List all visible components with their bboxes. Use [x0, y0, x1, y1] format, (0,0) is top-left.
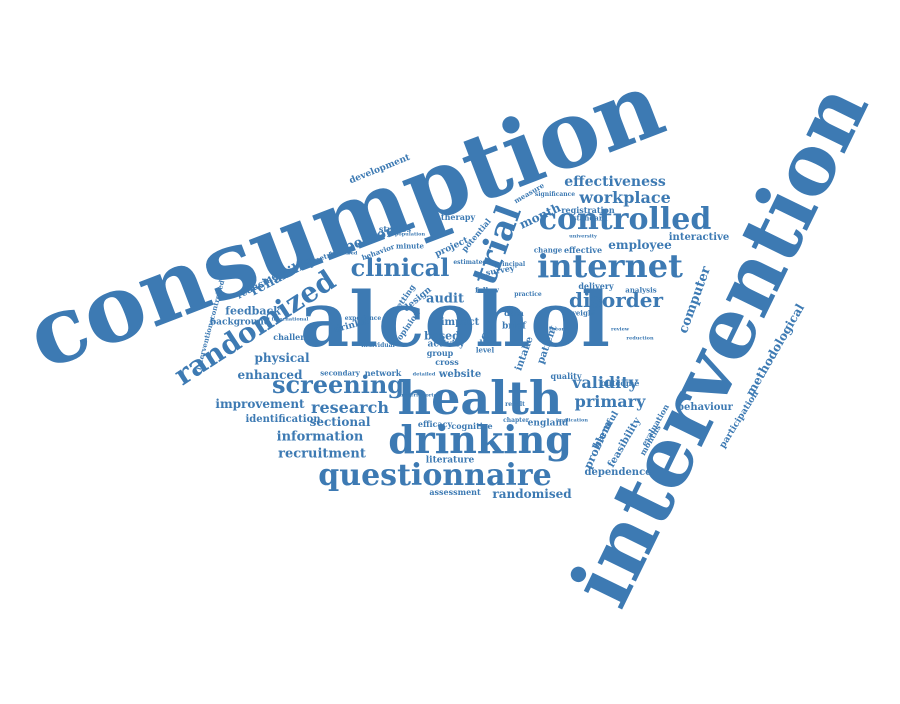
word-experience: experience [344, 315, 382, 322]
word-reduction: reduction [626, 335, 654, 342]
word-literature: literature [425, 455, 475, 466]
word-line: line [479, 338, 497, 348]
word-therapy: therapy [440, 212, 476, 222]
word-activity: activity [427, 339, 465, 350]
word-effectiveness: effectiveness [564, 174, 666, 190]
word-enhanced: enhanced [237, 368, 303, 382]
word-chapter: chapter [503, 417, 529, 424]
word-effective: effective [563, 245, 603, 255]
word-significance: significance [534, 191, 576, 198]
word-validity: validity [572, 373, 638, 392]
word-dependence: dependence [584, 467, 652, 478]
word-audit: audit [426, 291, 464, 307]
word-international: international [271, 316, 309, 323]
word-quality: quality [550, 371, 582, 381]
word-implication: implication [556, 417, 588, 424]
word-recruitment: recruitment [278, 446, 366, 462]
word-research: research [311, 398, 389, 417]
word-weight: weight [569, 308, 597, 318]
word-health: health [397, 371, 563, 425]
word-individual: individual [361, 342, 395, 349]
word-network: network [364, 368, 402, 378]
word-analysis: analysis [625, 285, 657, 295]
word-improvement: improvement [215, 397, 305, 411]
word-registered: registered [328, 250, 358, 257]
word-secondary: secondary [320, 368, 360, 378]
word-physical: physical [254, 351, 310, 365]
word-background: background [209, 317, 271, 328]
word-cross: cross [435, 357, 459, 367]
word-questionnaire: questionnaire [318, 458, 552, 493]
word-studies: studies [378, 224, 412, 234]
word-change: change [533, 245, 563, 255]
word-data: data [504, 308, 524, 318]
word-alcohol: alcohol [300, 275, 610, 364]
word-underreported: underreported [399, 392, 441, 399]
word-england: england [527, 418, 569, 429]
word-minute: minute [396, 241, 424, 251]
word-brief: brief [501, 321, 527, 332]
word-practice: practice [514, 291, 542, 298]
word-workplace: workplace [579, 188, 671, 207]
word-behaviour: behaviour [677, 402, 733, 413]
word-outcome: outcome [600, 378, 640, 388]
word-drinking: drinking [388, 417, 572, 462]
word-employee: employee [608, 238, 672, 252]
word-population: population [394, 231, 426, 238]
word-screening: screening [271, 370, 405, 399]
word-principal: principal [494, 261, 526, 268]
word-based: based [424, 329, 460, 343]
word-controlled: controlled [538, 202, 712, 237]
word-sectional: sectional [309, 415, 371, 429]
word-cognitive: cognitive [451, 421, 493, 431]
word-clinical: clinical [350, 253, 450, 282]
word-interactive: interactive [668, 232, 730, 243]
word-impact: impact [440, 317, 480, 328]
word-internet: internet [537, 247, 683, 285]
word-university: university [569, 233, 597, 240]
word-efficacy: efficacy [417, 419, 453, 429]
word-challenge: challenge [273, 332, 317, 342]
word-group: group [426, 348, 454, 358]
word-level: level [475, 345, 495, 355]
word-assessment: assessment [429, 487, 481, 497]
word-primary: primary [574, 392, 646, 411]
word-website: website [438, 369, 482, 380]
word-feedback: feedback [225, 304, 281, 318]
word-review: review [610, 326, 630, 333]
word-follow: follow [475, 285, 499, 295]
word-information: information [276, 429, 364, 445]
word-registration: registration [561, 205, 615, 215]
word-disorder: disorder [569, 288, 663, 312]
word-randomised: randomised [492, 487, 572, 501]
word-result: result [505, 401, 525, 408]
word-theory: theory [548, 326, 568, 333]
word-standard: standard [572, 213, 608, 223]
word-delivery: delivery [578, 281, 614, 291]
word-estimated: estimated [453, 259, 487, 266]
word-detailed: detailed [412, 371, 436, 378]
word-identification: identification [245, 414, 321, 425]
